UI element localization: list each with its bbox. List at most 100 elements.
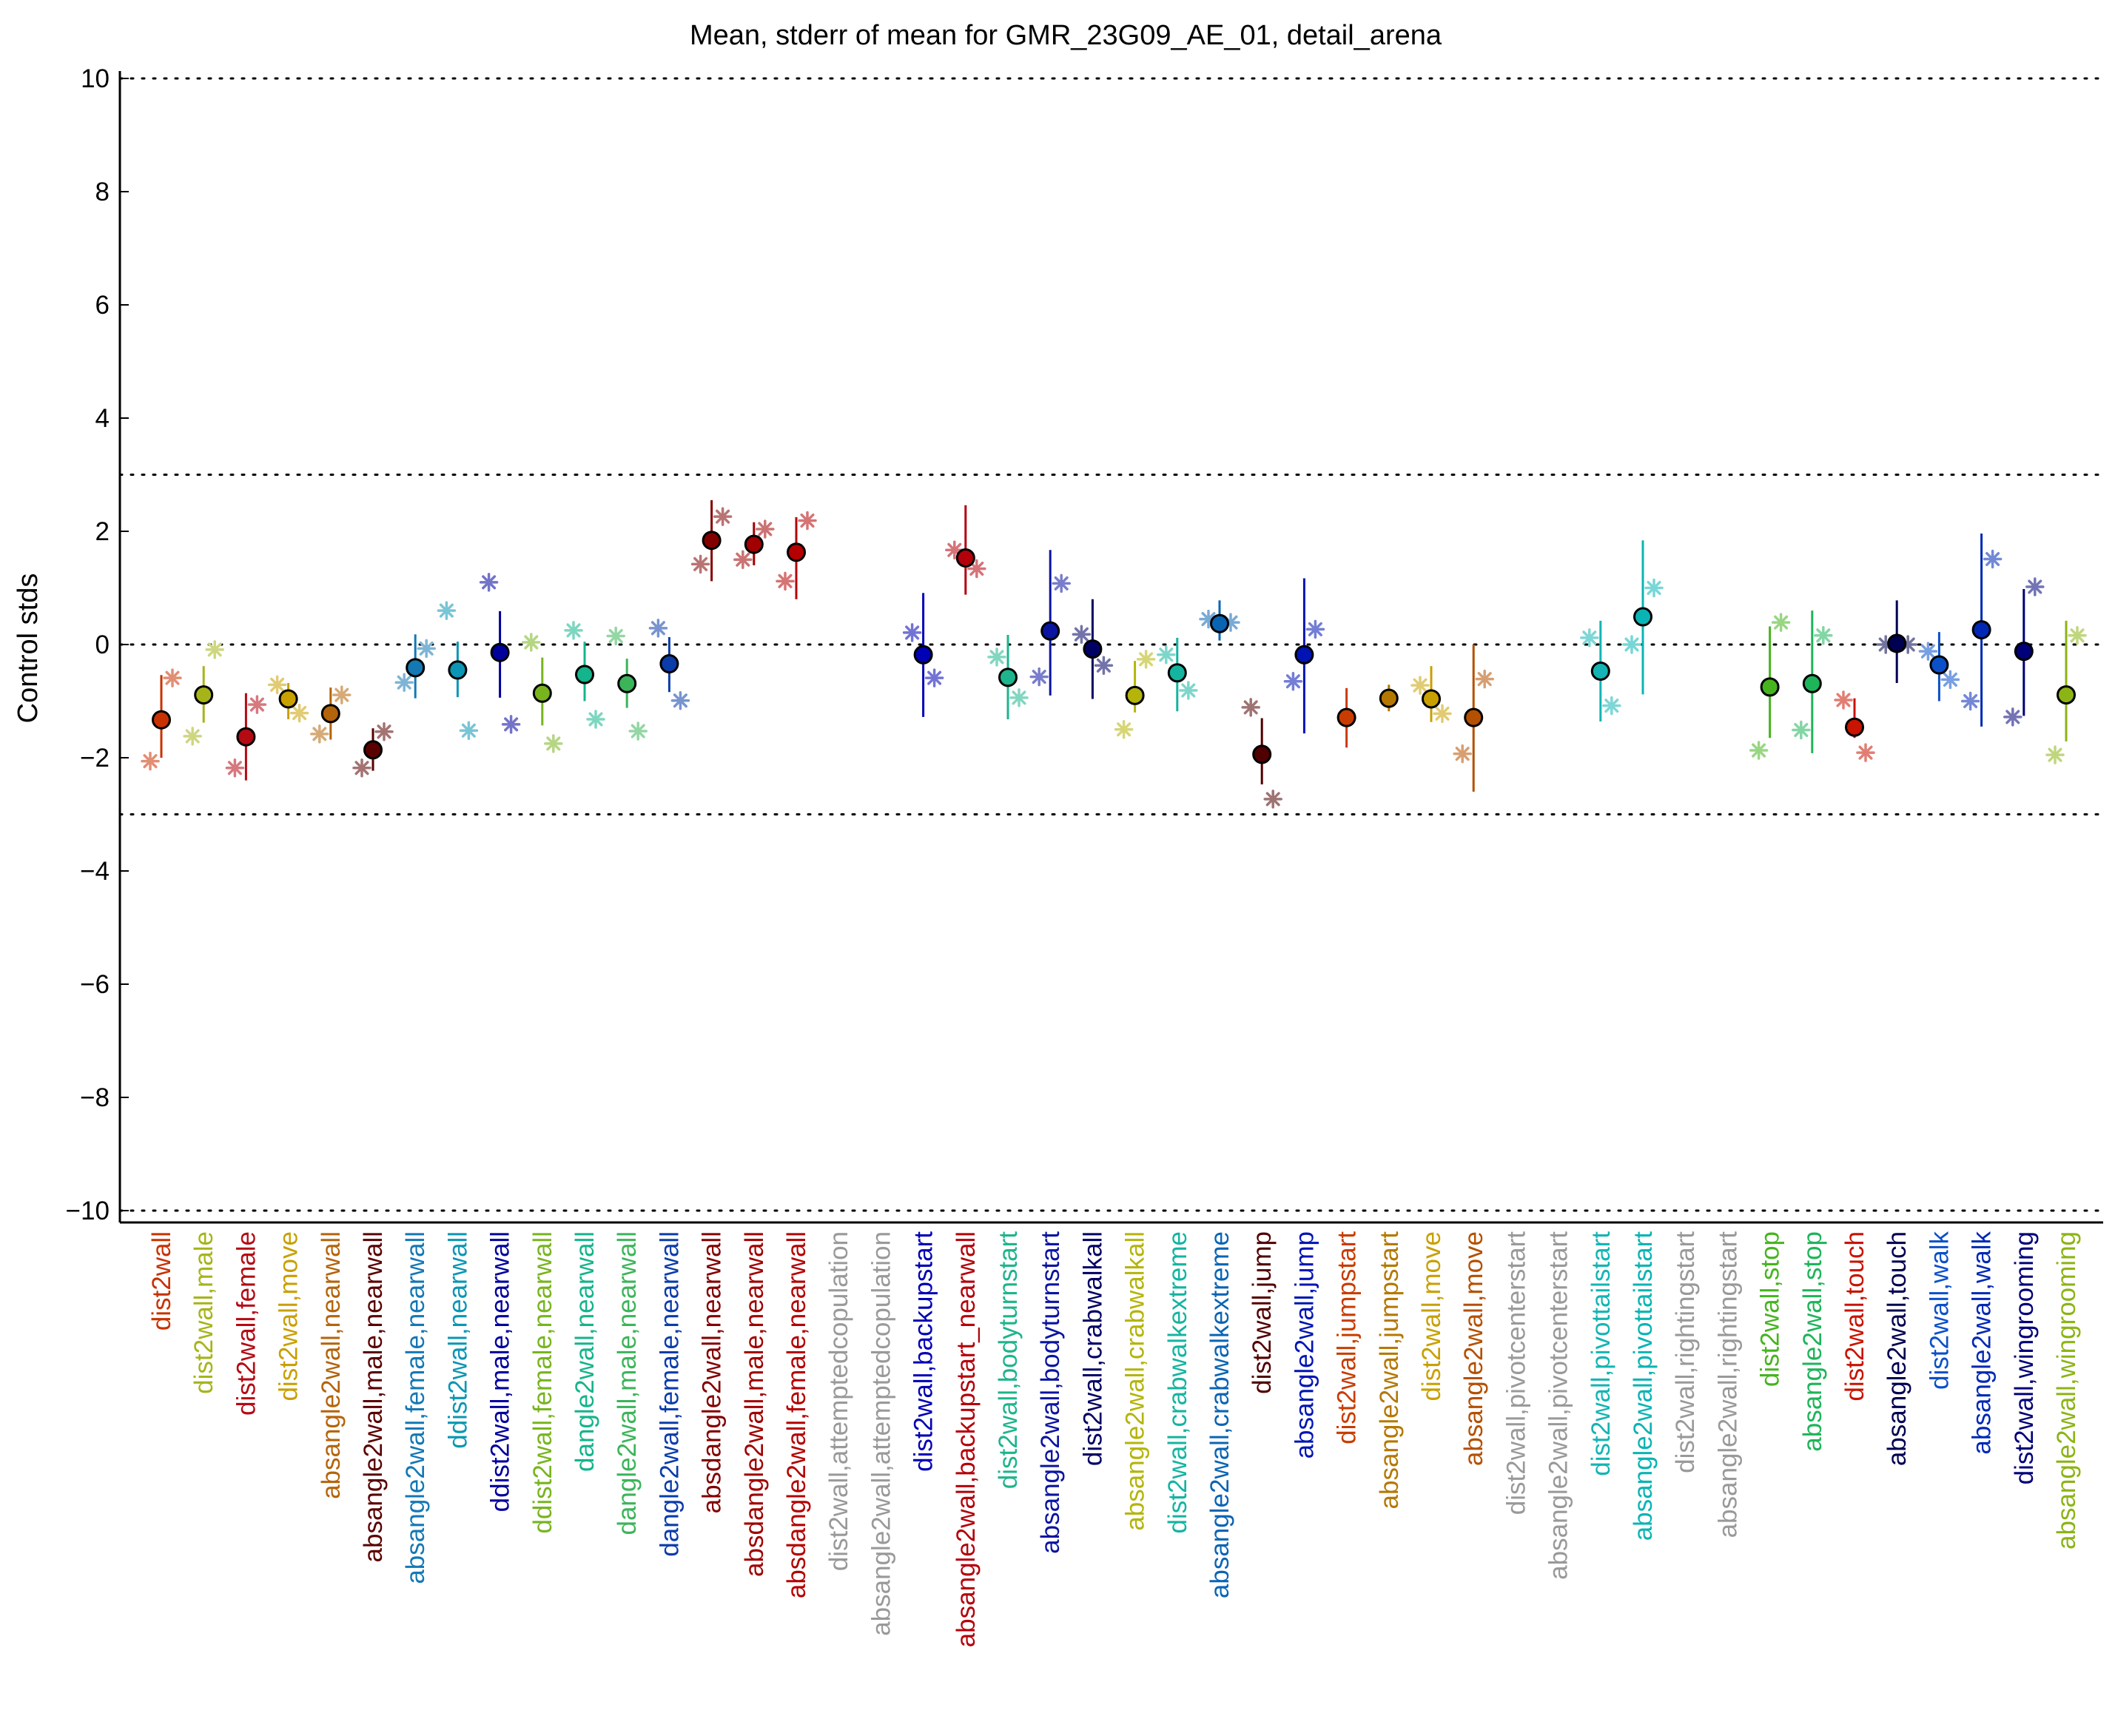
y-tick-label: 10: [81, 64, 110, 93]
mean-point: [1422, 689, 1441, 709]
asterisk-point: [1856, 743, 1875, 762]
mean-point: [998, 667, 1018, 687]
asterisk-point: [479, 573, 499, 592]
mean-point: [659, 654, 679, 674]
asterisk-point: [1029, 667, 1049, 687]
asterisk-point: [2045, 745, 2065, 764]
x-tick-label: absangle2wall,crabwalkextreme: [1206, 1231, 1234, 1598]
y-tick-label: −6: [80, 970, 110, 999]
mean-point: [1464, 707, 1484, 727]
mean-point: [1336, 707, 1356, 727]
y-tick-label: 0: [95, 630, 110, 659]
x-tick-label: dist2wall,stop: [1756, 1231, 1785, 1387]
asterisk-point: [987, 647, 1006, 667]
mean-point: [2014, 642, 2034, 662]
mean-point: [406, 658, 426, 678]
asterisk-point: [1622, 635, 1641, 654]
x-tick-label: dist2wall,male: [189, 1231, 218, 1394]
mean-point: [617, 673, 637, 693]
chart-title: Mean, stderr of mean for GMR_23G09_AE_01…: [690, 20, 1442, 51]
x-tick-label: ddist2wall,female,nearwall: [528, 1231, 557, 1534]
asterisk-point: [967, 559, 986, 579]
asterisk-point: [606, 626, 625, 646]
asterisk-point: [756, 519, 775, 539]
y-tick-label: 2: [95, 517, 110, 546]
asterisk-point: [924, 668, 944, 687]
asterisk-point: [2003, 707, 2022, 727]
x-tick-label: absangle2wall,jumpstart: [1375, 1231, 1404, 1510]
mean-point: [2057, 685, 2076, 705]
mean-point: [320, 704, 340, 724]
x-tick-label: absangle2wall,female,nearwall: [401, 1231, 430, 1584]
asterisk-point: [1475, 669, 1494, 689]
asterisk-point: [267, 675, 287, 695]
asterisk-point: [670, 690, 690, 710]
axes: [118, 71, 2103, 1224]
asterisk-point: [183, 727, 202, 746]
asterisk-point: [1052, 573, 1071, 593]
data-marks: [141, 499, 2087, 809]
asterisk-point: [1940, 670, 1960, 690]
mean-point: [1760, 677, 1780, 697]
y-tick-label: −8: [80, 1083, 110, 1112]
y-tick-label: 6: [95, 291, 110, 320]
x-tick-label: absangle2wall,wingrooming: [2052, 1231, 2081, 1550]
asterisk-point: [1094, 656, 1114, 676]
asterisk-point: [2025, 577, 2045, 596]
x-tick-label: absangle2wall,male,nearwall: [359, 1231, 388, 1562]
mean-point: [1845, 717, 1864, 737]
mean-point: [1040, 621, 1060, 641]
asterisk-point: [1305, 619, 1325, 639]
asterisk-point: [628, 721, 648, 741]
asterisk-point: [1157, 645, 1176, 665]
asterisk-point: [1283, 671, 1303, 691]
mean-point: [702, 531, 722, 551]
reference-lines: [118, 77, 2105, 1212]
asterisk-point: [417, 639, 436, 659]
x-tick-label: absangle2wall,rightingstart: [1713, 1231, 1742, 1538]
x-tick-label: absdangle2wall,nearwall: [698, 1231, 727, 1513]
mean-point: [278, 689, 298, 709]
y-tick-label: −10: [66, 1197, 110, 1225]
x-tick-label: absdangle2wall,male,nearwall: [740, 1231, 769, 1577]
x-tick-label: absangle2wall,crabwalkall: [1121, 1231, 1150, 1531]
mean-point: [1167, 663, 1187, 683]
x-tick-label: absangle2wall,attemptedcopulation: [867, 1231, 895, 1636]
asterisk-point: [205, 640, 224, 659]
y-axis-label: Control stds: [13, 573, 44, 724]
mean-point: [787, 542, 806, 562]
x-tick-label: absangle2wall,pivotcenterstart: [1544, 1231, 1573, 1580]
asterisk-point: [374, 722, 394, 741]
mean-point: [1379, 688, 1399, 708]
x-tick-label: absdangle2wall,female,nearwall: [782, 1231, 811, 1598]
mean-point: [1633, 607, 1652, 627]
asterisk-point: [776, 571, 795, 591]
x-tick-label: dangle2wall,male,nearwall: [613, 1231, 642, 1535]
mean-point: [955, 548, 975, 568]
asterisk-point: [1771, 613, 1791, 632]
asterisk-point: [733, 550, 753, 569]
asterisk-point: [1834, 690, 1853, 710]
mean-point: [1802, 673, 1822, 693]
asterisk-point: [289, 703, 309, 723]
asterisk-point: [544, 734, 563, 753]
asterisk-point: [501, 715, 521, 734]
asterisk-point: [1009, 688, 1029, 707]
asterisk-point: [1136, 650, 1156, 669]
asterisk-point: [225, 758, 245, 778]
asterisk-point: [586, 710, 605, 729]
x-tick-label: dist2wall,walk: [1925, 1231, 1954, 1390]
mean-point: [1252, 744, 1272, 764]
mean-point: [236, 727, 256, 747]
asterisk-point: [1179, 681, 1198, 700]
x-tick-label: ddist2wall,nearwall: [443, 1231, 472, 1449]
asterisk-point: [459, 721, 479, 741]
asterisk-point: [1580, 628, 1599, 647]
x-tick-label: dist2wall,jumpstart: [1333, 1231, 1362, 1444]
asterisk-point: [141, 751, 160, 771]
y-tick-label: 4: [95, 404, 110, 433]
x-tick-label: absangle2wall,bodyturnstart: [1036, 1231, 1065, 1554]
asterisk-point: [648, 619, 668, 638]
mean-point: [1125, 685, 1145, 705]
asterisk-point: [798, 511, 817, 531]
